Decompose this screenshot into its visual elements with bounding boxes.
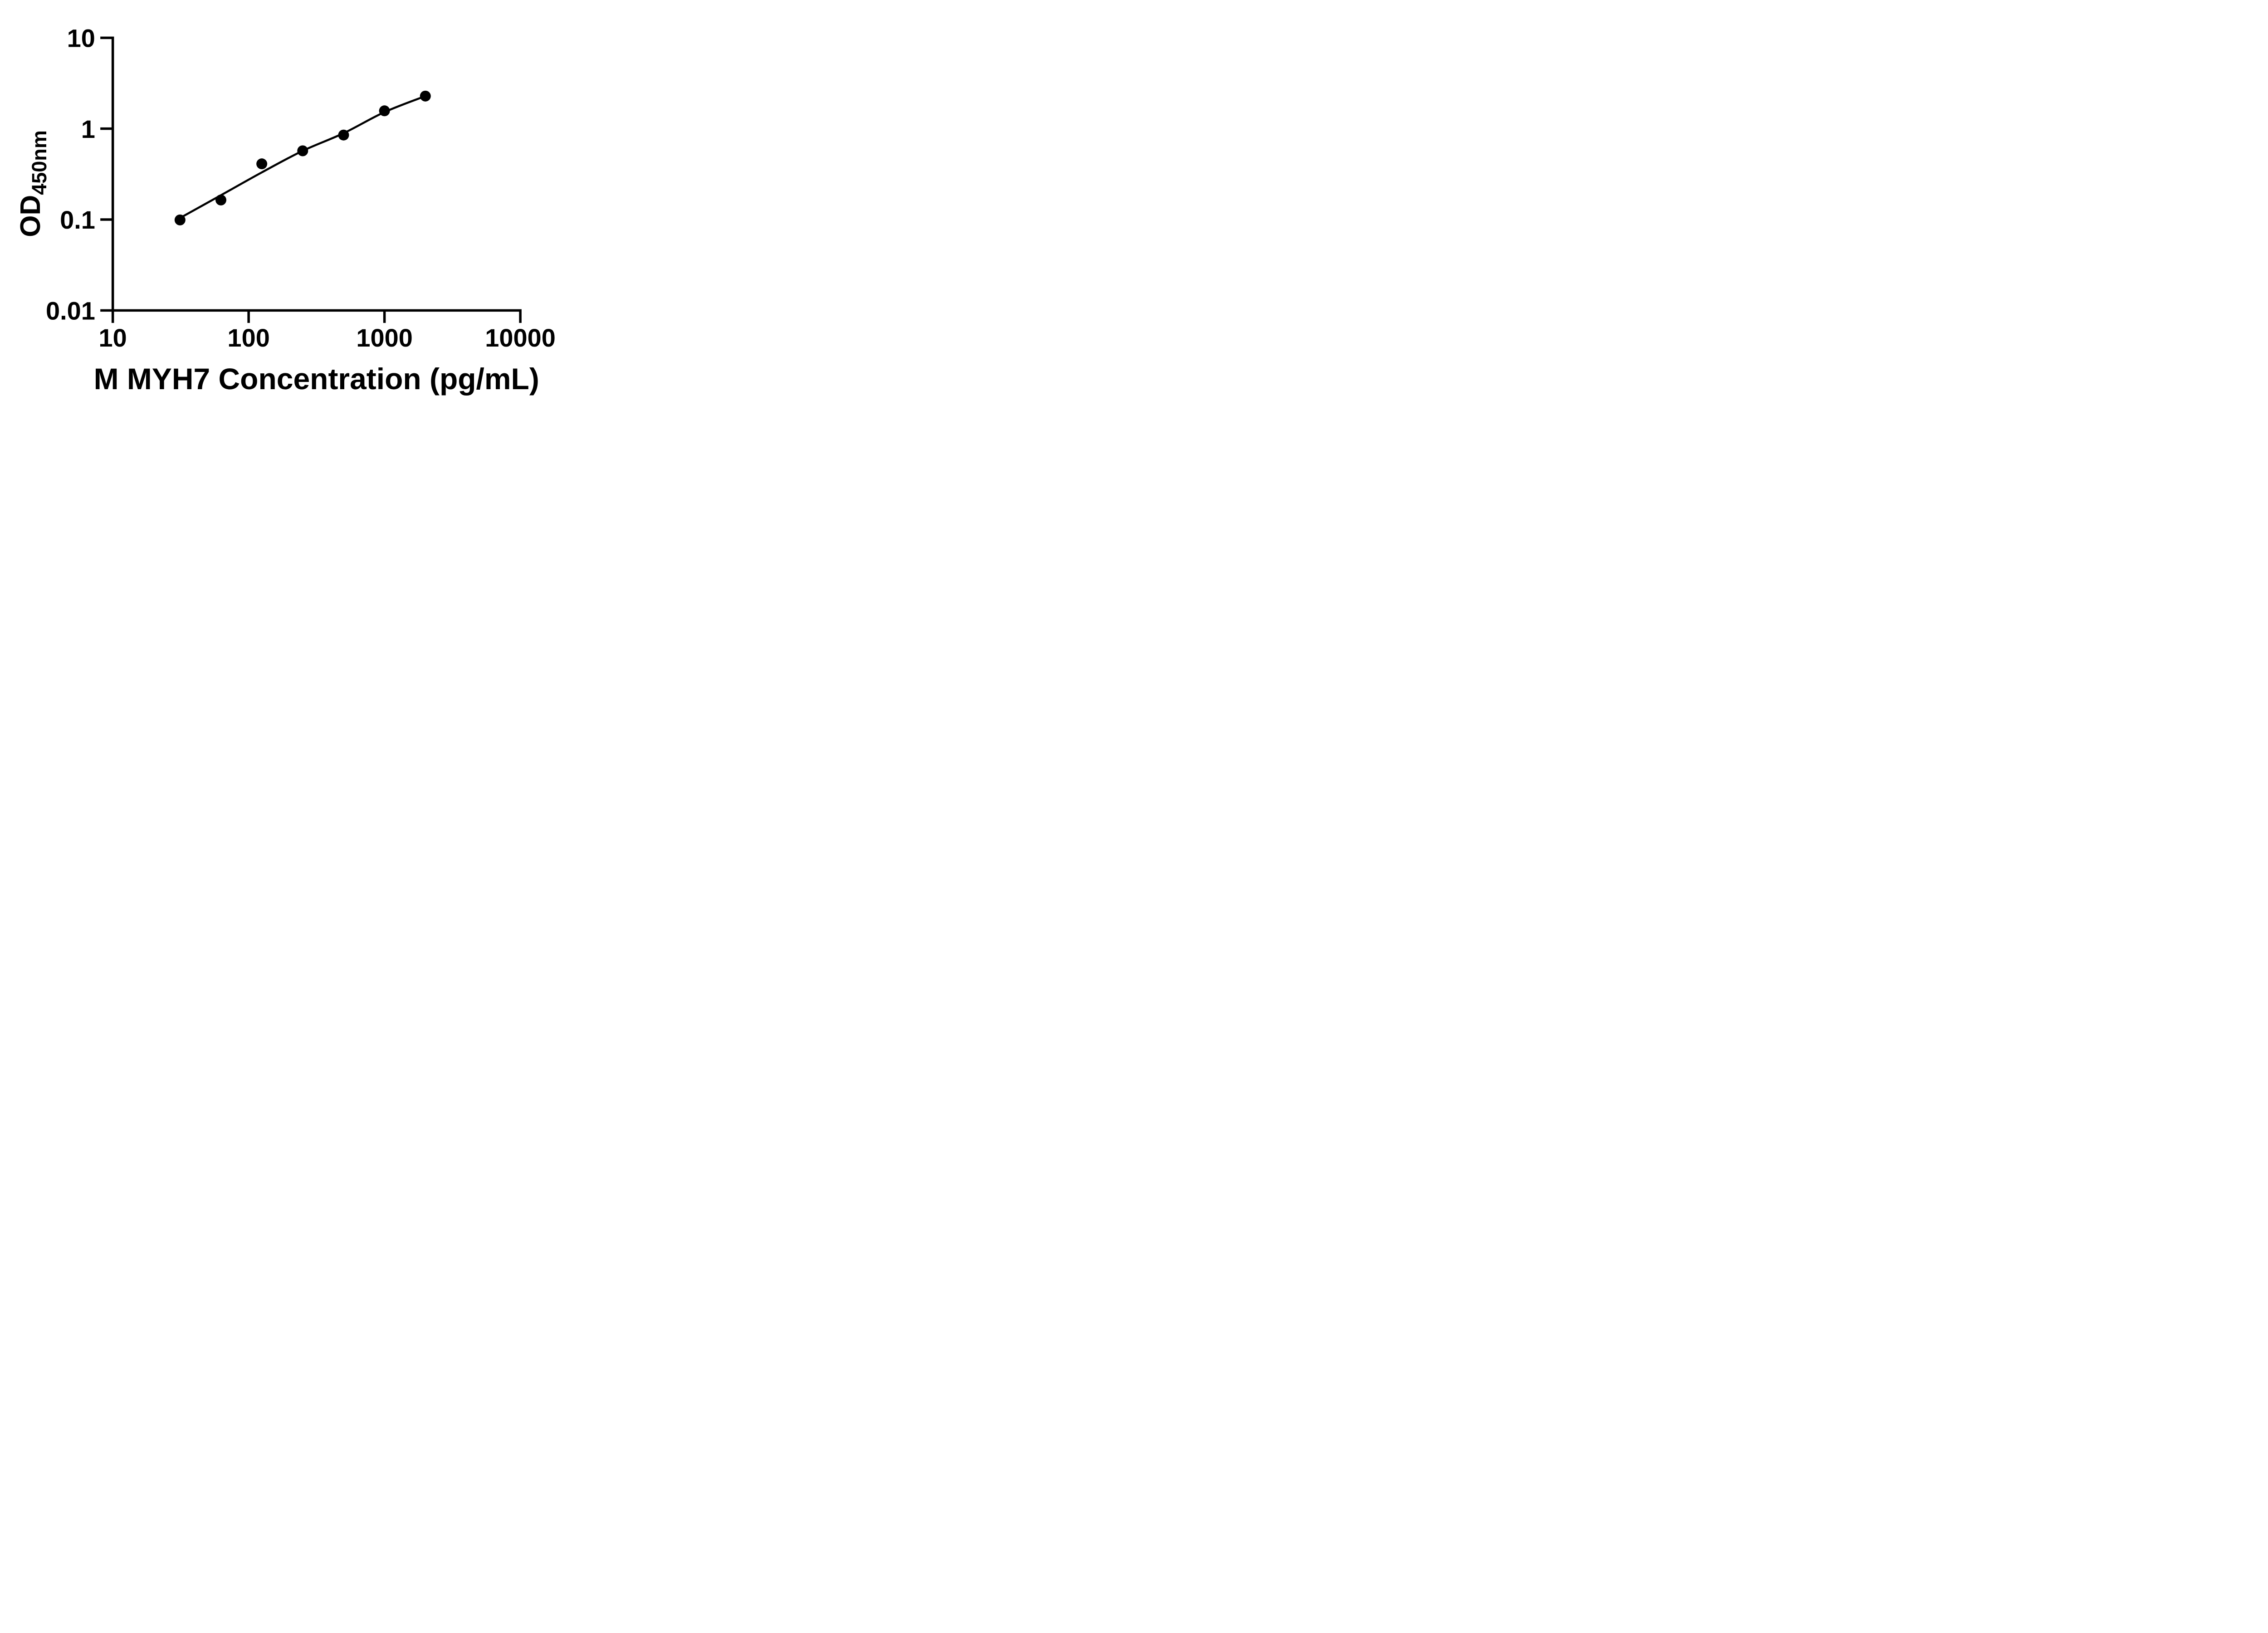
- x-tick-label-100: 100: [227, 323, 269, 352]
- elisa-standard-curve-figure: 10 1 0.1 0.01 10 100 1000 10000 OD450nm …: [0, 0, 583, 408]
- y-tick-label-1: 1: [81, 115, 95, 143]
- data-point: [420, 90, 431, 102]
- x-axis-title: M MYH7 Concentration (pg/mL): [94, 362, 539, 396]
- y-tick-label-0.1: 0.1: [60, 205, 95, 234]
- data-point: [215, 194, 227, 205]
- data-points-group: [174, 90, 431, 225]
- data-point: [338, 129, 349, 141]
- data-point: [379, 105, 390, 117]
- y-axis-title-main: OD: [15, 195, 46, 237]
- data-point: [256, 158, 268, 170]
- x-tick-label-1000: 1000: [356, 323, 413, 352]
- y-tick-label-10: 10: [67, 24, 95, 53]
- x-axis-ticks: [111, 310, 386, 323]
- axis-frame: [100, 36, 522, 323]
- x-tick-label-10000: 10000: [485, 323, 556, 352]
- y-tick-label-0.01: 0.01: [46, 297, 95, 325]
- y-axis-title-subscript: 450nm: [28, 130, 51, 195]
- chart-canvas: 10 1 0.1 0.01 10 100 1000 10000 OD450nm …: [15, 24, 556, 396]
- data-point: [174, 214, 186, 225]
- x-tick-label-10: 10: [99, 323, 127, 352]
- y-axis-title: OD450nm: [15, 130, 51, 237]
- data-point: [297, 145, 308, 156]
- y-axis-ticks: [100, 127, 113, 312]
